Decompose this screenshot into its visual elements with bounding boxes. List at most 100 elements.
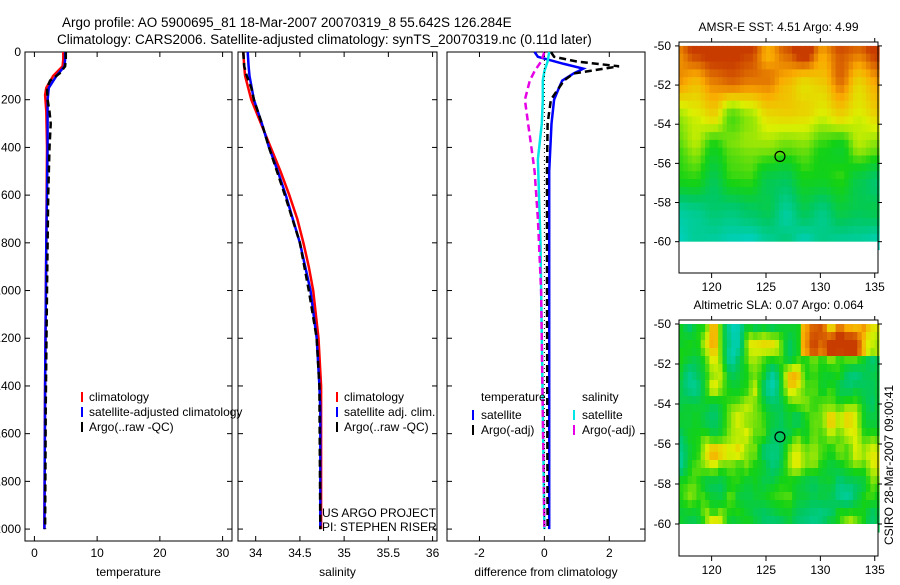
heatmap-cell	[844, 124, 850, 133]
heatmap-cell	[726, 61, 732, 70]
heatmap-cell	[835, 171, 841, 180]
heatmap-cell	[774, 340, 780, 349]
heatmap-cell	[752, 194, 758, 204]
heatmap-cell	[774, 500, 780, 509]
heatmap-cell	[866, 492, 871, 501]
heatmap-cell	[692, 218, 697, 227]
heatmap-cell	[779, 332, 784, 341]
heatmap-cell	[722, 116, 728, 125]
heatmap-cell	[735, 452, 741, 461]
heatmap-cell	[748, 436, 754, 445]
heatmap-cell	[874, 85, 880, 94]
heatmap-cell	[766, 508, 771, 517]
heatmap-cell	[835, 348, 841, 357]
heatmap-cell	[870, 233, 876, 243]
heatmap-cell	[726, 428, 732, 437]
y-tick-label: -50	[654, 39, 672, 53]
heatmap-cell	[722, 476, 728, 485]
heatmap-cell	[853, 139, 858, 149]
heatmap-cell	[683, 468, 689, 477]
heatmap-cell	[757, 210, 763, 219]
heatmap-cell	[779, 324, 784, 333]
heatmap-cell	[692, 468, 697, 477]
heatmap-cell	[774, 124, 780, 133]
heatmap-cell	[718, 85, 723, 94]
heatmap-cell	[822, 484, 828, 493]
heatmap-cell	[705, 116, 710, 125]
heatmap-cell	[787, 508, 793, 517]
heatmap-cell	[787, 324, 793, 333]
heatmap-cell	[679, 100, 684, 110]
heatmap-cell	[800, 516, 806, 525]
heatmap-cell	[853, 186, 858, 196]
heatmap-cell	[713, 444, 719, 453]
heatmap-cell	[726, 210, 732, 219]
heatmap-cell	[726, 155, 732, 164]
heatmap-cell	[792, 186, 797, 196]
heatmap-cell	[813, 85, 819, 94]
heatmap-cell	[696, 210, 702, 219]
heatmap-cell	[705, 372, 710, 381]
heatmap-cell	[805, 428, 810, 437]
heatmap-cell	[774, 85, 780, 94]
heatmap-cell	[826, 116, 832, 125]
heatmap-cell	[831, 340, 837, 349]
heatmap-cell	[705, 186, 710, 196]
heatmap-cell	[839, 132, 845, 141]
heatmap-cell	[687, 147, 693, 157]
heatmap-cell	[744, 476, 750, 485]
heatmap-cell	[752, 139, 758, 149]
heatmap-cell	[726, 396, 732, 405]
heatmap-cell	[761, 428, 767, 437]
heatmap-cell	[818, 492, 824, 501]
heatmap-cell	[752, 388, 758, 397]
heatmap-cell	[779, 436, 784, 445]
heatmap-cell	[713, 194, 719, 204]
heatmap-cell	[783, 404, 789, 413]
heatmap-cell	[813, 340, 819, 349]
heatmap-cell	[800, 61, 806, 70]
heatmap-cell	[748, 124, 754, 133]
heatmap-cell	[870, 468, 876, 477]
heatmap-cell	[726, 484, 732, 493]
heatmap-cell	[866, 163, 871, 172]
heatmap-cell	[752, 332, 758, 341]
heatmap-cell	[787, 396, 793, 405]
heatmap-cell	[805, 179, 810, 188]
heatmap-cell	[752, 147, 758, 157]
heatmap-cell	[826, 340, 832, 349]
heatmap-cell	[709, 77, 715, 86]
heatmap-cell	[848, 340, 854, 349]
heatmap-cell	[800, 476, 806, 485]
heatmap-cell	[770, 340, 776, 349]
heatmap-cell	[739, 420, 745, 429]
heatmap-cell	[826, 85, 832, 94]
heatmap-cell	[683, 508, 689, 517]
heatmap-cell	[835, 233, 841, 243]
heatmap-cell	[718, 116, 723, 125]
heatmap-cell	[761, 452, 767, 461]
heatmap-cell	[792, 139, 797, 149]
heatmap-cell	[835, 388, 841, 397]
heatmap-cell	[705, 61, 710, 70]
heatmap-cell	[726, 53, 732, 63]
heatmap-cell	[818, 444, 824, 453]
heatmap-cell	[744, 380, 750, 389]
y-tick-label: 1000	[0, 284, 21, 298]
heatmap-cell	[866, 100, 871, 110]
heatmap-cell	[839, 436, 845, 445]
heatmap-cell	[766, 108, 771, 117]
heatmap-cell	[731, 388, 737, 397]
heatmap-cell	[766, 492, 771, 501]
heatmap-cell	[813, 508, 819, 517]
heatmap-cell	[870, 61, 876, 70]
heatmap-cell	[813, 452, 819, 461]
heatmap-cell	[752, 420, 758, 429]
heatmap-cell	[718, 210, 723, 219]
heatmap-cell	[831, 492, 837, 501]
heatmap-cell	[709, 218, 715, 227]
heatmap-cell	[844, 388, 850, 397]
heatmap-cell	[805, 444, 810, 453]
heatmap-cell	[700, 100, 706, 110]
heatmap-cell	[783, 484, 789, 493]
